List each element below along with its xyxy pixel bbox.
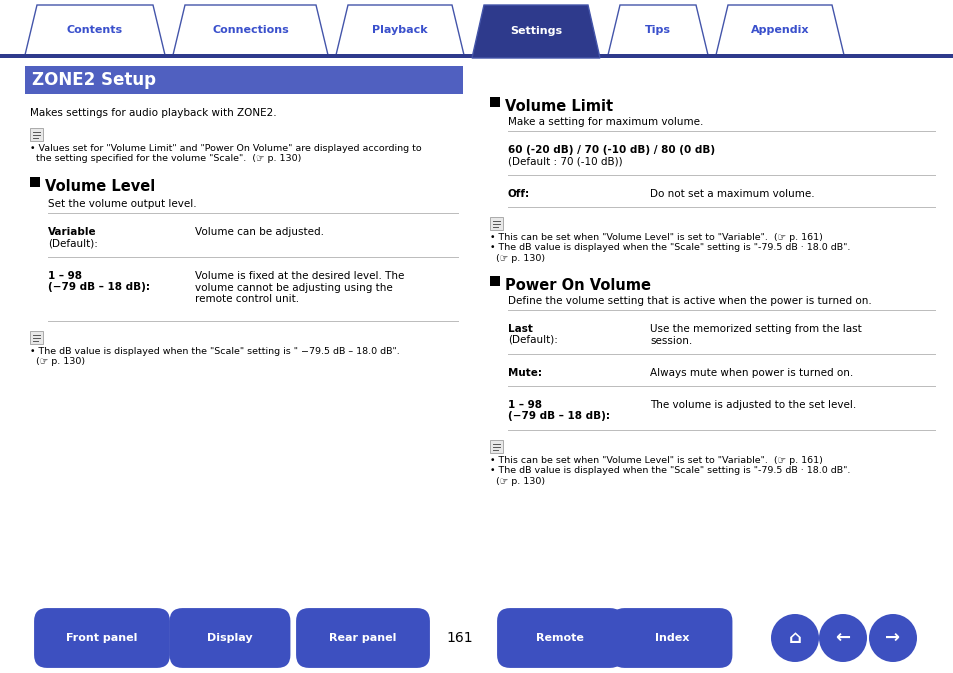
- Text: Playback: Playback: [372, 25, 427, 35]
- Text: Appendix: Appendix: [750, 25, 808, 35]
- Text: Make a setting for maximum volume.: Make a setting for maximum volume.: [507, 117, 702, 127]
- Text: Display: Display: [207, 633, 253, 643]
- Text: • Values set for "Volume Limit" and "Power On Volume" are displayed according to: • Values set for "Volume Limit" and "Pow…: [30, 144, 421, 164]
- Text: (−79 dB – 18 dB):: (−79 dB – 18 dB):: [507, 411, 609, 421]
- Circle shape: [770, 614, 818, 662]
- Text: Makes settings for audio playback with ZONE2.: Makes settings for audio playback with Z…: [30, 108, 276, 118]
- Text: 161: 161: [446, 631, 473, 645]
- Text: Volume is fixed at the desired level. The
volume cannot be adjusting using the
r: Volume is fixed at the desired level. Th…: [194, 271, 404, 304]
- FancyBboxPatch shape: [497, 608, 622, 668]
- Bar: [490, 440, 502, 453]
- Text: (Default):: (Default):: [507, 335, 558, 345]
- Text: Last: Last: [507, 324, 533, 334]
- Text: Settings: Settings: [510, 26, 561, 36]
- Bar: [0, 54, 953, 58]
- Text: Define the volume setting that is active when the power is turned on.: Define the volume setting that is active…: [507, 296, 871, 306]
- Text: ←: ←: [835, 629, 850, 647]
- Polygon shape: [335, 5, 463, 55]
- Text: (Default):: (Default):: [48, 238, 98, 248]
- FancyBboxPatch shape: [34, 608, 170, 668]
- Text: • The dB value is displayed when the "Scale" setting is " −79.5 dB – 18.0 dB".
 : • The dB value is displayed when the "Sc…: [30, 347, 399, 366]
- Polygon shape: [716, 5, 843, 55]
- FancyBboxPatch shape: [170, 608, 290, 668]
- Text: Connections: Connections: [212, 25, 289, 35]
- Text: Always mute when power is turned on.: Always mute when power is turned on.: [649, 368, 852, 378]
- Text: 1 – 98: 1 – 98: [48, 271, 82, 281]
- Polygon shape: [607, 5, 707, 55]
- Text: The volume is adjusted to the set level.: The volume is adjusted to the set level.: [649, 400, 856, 410]
- Text: (Default : 70 (-10 dB)): (Default : 70 (-10 dB)): [507, 156, 622, 166]
- Circle shape: [868, 614, 916, 662]
- Bar: [25, 66, 462, 94]
- Bar: [490, 276, 499, 286]
- Text: Volume Limit: Volume Limit: [504, 99, 613, 114]
- Bar: [490, 97, 499, 107]
- Text: (−79 dB – 18 dB):: (−79 dB – 18 dB):: [48, 282, 150, 292]
- Text: Off:: Off:: [507, 189, 530, 199]
- Text: Volume can be adjusted.: Volume can be adjusted.: [194, 227, 324, 237]
- Text: • This can be set when "Volume Level" is set to "Variable".  (☞ p. 161)
• The dB: • This can be set when "Volume Level" is…: [490, 456, 849, 486]
- FancyBboxPatch shape: [611, 608, 732, 668]
- Text: →: →: [884, 629, 900, 647]
- Text: Contents: Contents: [67, 25, 123, 35]
- Text: Power On Volume: Power On Volume: [504, 278, 650, 293]
- Polygon shape: [172, 5, 328, 55]
- Circle shape: [818, 614, 866, 662]
- Bar: [30, 128, 43, 141]
- Text: ⌂: ⌂: [788, 629, 801, 647]
- Text: Rear panel: Rear panel: [329, 633, 396, 643]
- Polygon shape: [25, 5, 165, 55]
- FancyBboxPatch shape: [295, 608, 430, 668]
- Bar: [30, 177, 40, 187]
- Text: Use the memorized setting from the last
session.: Use the memorized setting from the last …: [649, 324, 861, 346]
- Text: Volume Level: Volume Level: [45, 179, 155, 194]
- Text: ZONE2 Setup: ZONE2 Setup: [32, 71, 156, 89]
- Text: Do not set a maximum volume.: Do not set a maximum volume.: [649, 189, 814, 199]
- Text: Set the volume output level.: Set the volume output level.: [48, 199, 196, 209]
- Text: • This can be set when "Volume Level" is set to "Variable".  (☞ p. 161)
• The dB: • This can be set when "Volume Level" is…: [490, 233, 849, 262]
- Text: 60 (-20 dB) / 70 (-10 dB) / 80 (0 dB): 60 (-20 dB) / 70 (-10 dB) / 80 (0 dB): [507, 145, 715, 155]
- Text: Tips: Tips: [644, 25, 670, 35]
- Text: Mute:: Mute:: [507, 368, 541, 378]
- Text: Variable: Variable: [48, 227, 96, 237]
- Text: Remote: Remote: [536, 633, 583, 643]
- Text: Index: Index: [654, 633, 688, 643]
- Bar: [490, 217, 502, 230]
- Text: 1 – 98: 1 – 98: [507, 400, 541, 410]
- Text: Front panel: Front panel: [67, 633, 137, 643]
- Bar: [30, 331, 43, 344]
- Polygon shape: [472, 5, 599, 58]
